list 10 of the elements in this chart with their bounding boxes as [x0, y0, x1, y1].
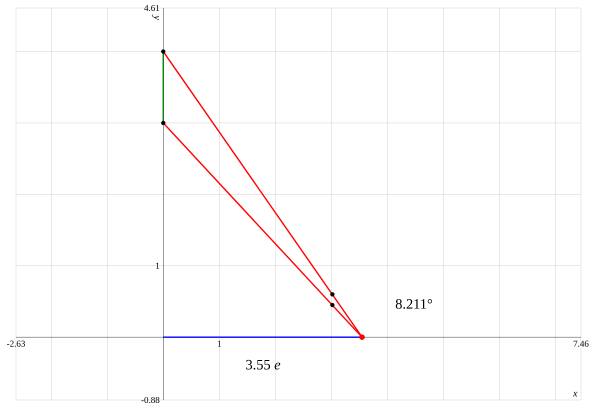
y-tick-label: 4.61 [144, 4, 160, 12]
x-tick-label: 7.46 [574, 340, 589, 347]
y-tick-label: 1 [156, 262, 160, 269]
annotation: 3.55 e [246, 360, 280, 370]
x-axis-title: x [572, 392, 578, 396]
x-tick-label: -2.63 [6, 340, 25, 347]
annotation: 8.211° [396, 299, 432, 309]
x-tick-label: 1 [218, 340, 221, 347]
y-axis-title: y [152, 14, 159, 20]
y-tick-label: -0.88 [141, 396, 160, 404]
